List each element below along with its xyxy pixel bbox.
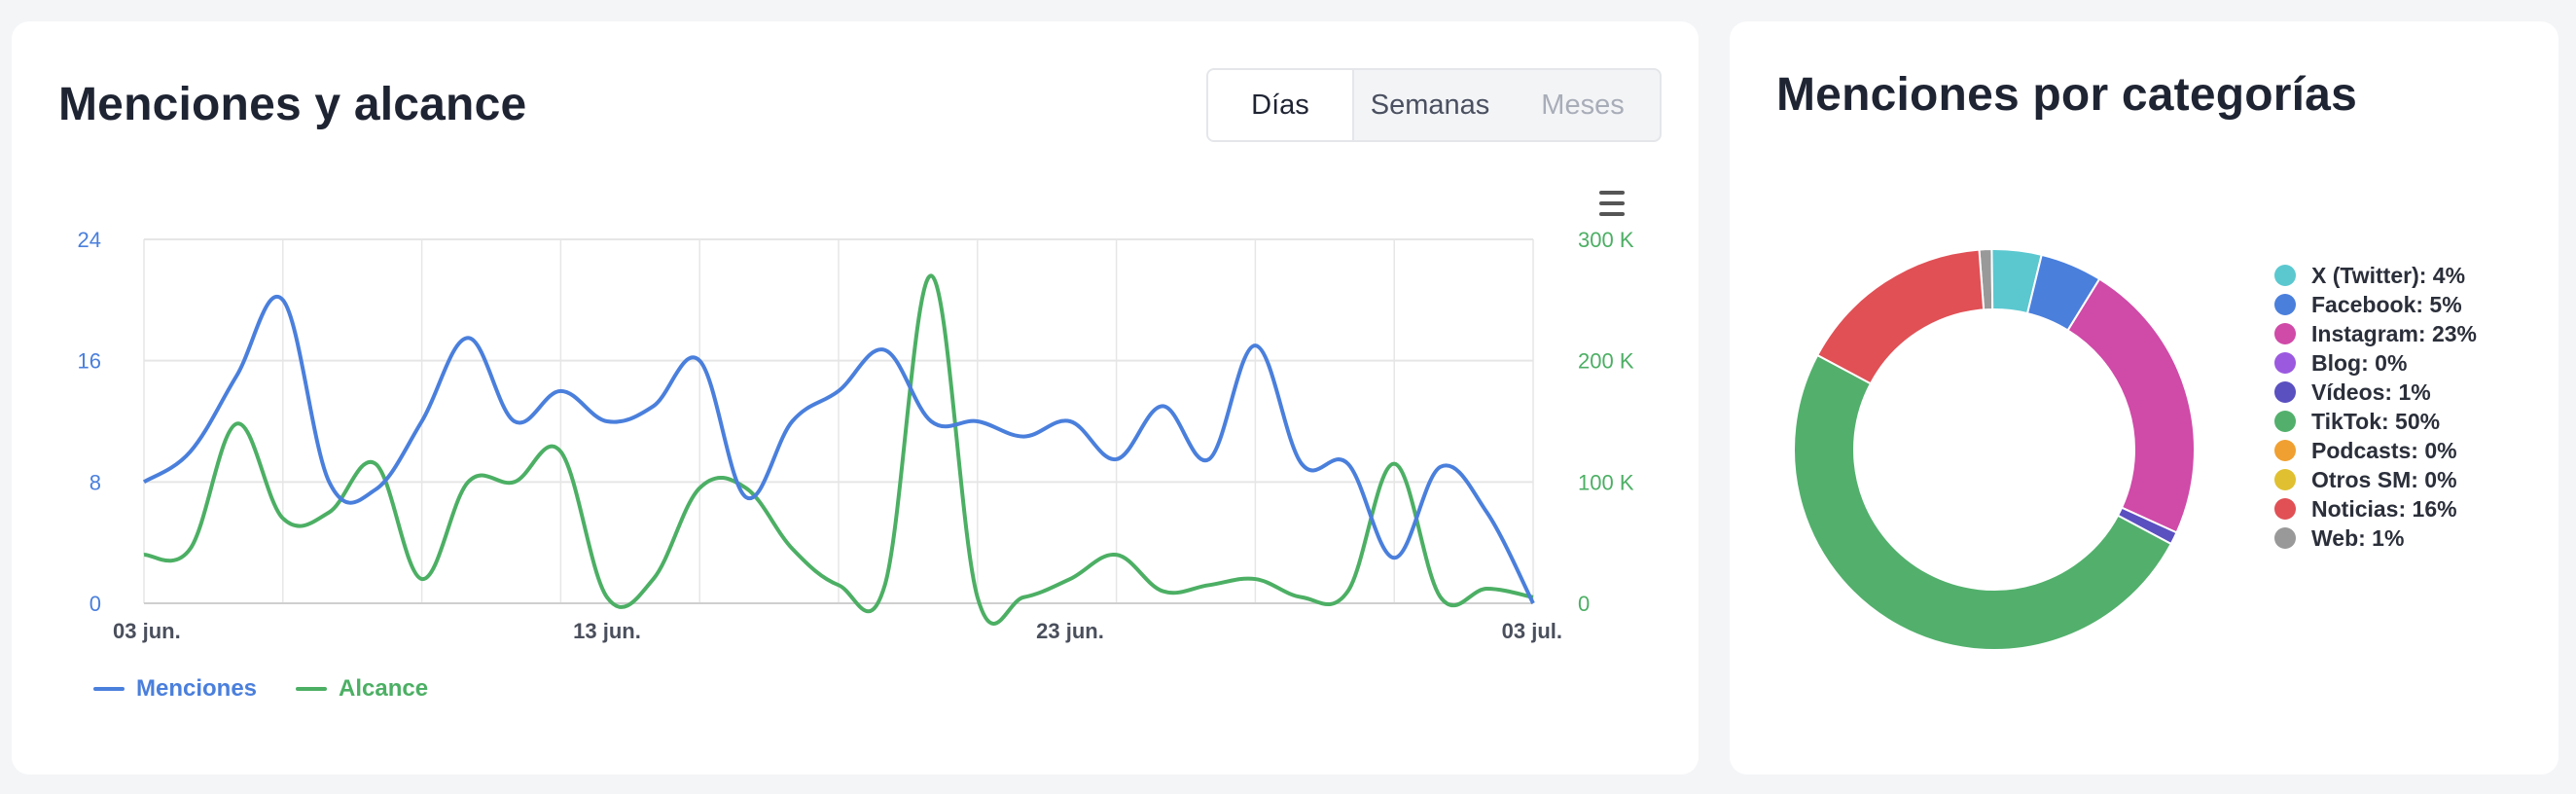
legend-dot xyxy=(2274,381,2296,403)
legend-label: Vídeos: 1% xyxy=(2311,379,2431,405)
legend-swatch-alcance xyxy=(296,687,328,691)
toggle-days-button[interactable]: Días xyxy=(1208,70,1354,140)
donut-legend-item[interactable]: X (Twitter): 4% xyxy=(2274,261,2477,290)
y-left-tick-label: 8 xyxy=(89,470,101,494)
donut-legend-item[interactable]: Facebook: 5% xyxy=(2274,290,2477,319)
legend-swatch-menciones xyxy=(93,687,125,691)
donut-legend-item[interactable]: Blog: 0% xyxy=(2274,348,2477,378)
legend-label: Noticias: 16% xyxy=(2311,495,2457,522)
y-left-tick-label: 16 xyxy=(78,349,101,374)
mentions-reach-line-chart: 0 8 16 24 0 100 K 200 K 300 K 03 jun. 13 jun. 23 j… xyxy=(78,228,1634,643)
donut-legend: X (Twitter): 4% Facebook: 5% Instagram: 23… xyxy=(2274,261,2477,553)
donut-legend-item[interactable]: Vídeos: 1% xyxy=(2274,378,2477,407)
donut-legend-item[interactable]: Otros SM: 0% xyxy=(2274,465,2477,494)
legend-dot xyxy=(2274,440,2296,461)
donut-slice-noticias[interactable] xyxy=(1815,248,1986,385)
y-left-tick-label: 24 xyxy=(78,228,101,252)
legend-label: Web: 1% xyxy=(2311,524,2405,551)
donut-legend-item[interactable]: Instagram: 23% xyxy=(2274,319,2477,348)
legend-label-alcance: Alcance xyxy=(339,675,429,702)
category-donut-chart xyxy=(1793,248,2196,651)
y-right-tick-label: 300 K xyxy=(1578,228,1634,252)
donut-legend-item[interactable]: Podcasts: 0% xyxy=(2274,436,2477,465)
legend-dot xyxy=(2274,469,2296,490)
legend-dot xyxy=(2274,352,2296,374)
legend-label: TikTok: 50% xyxy=(2311,408,2441,434)
legend-dot xyxy=(2274,411,2296,432)
legend-label-menciones: Menciones xyxy=(136,675,258,702)
donut-slice-instagram[interactable] xyxy=(2066,277,2196,534)
toggle-weeks-button[interactable]: Semanas xyxy=(1370,89,1490,121)
series-line-menciones[interactable] xyxy=(142,295,1535,604)
legend-label: Otros SM: 0% xyxy=(2311,466,2457,492)
legend-dot xyxy=(2274,323,2296,344)
legend-dot xyxy=(2274,265,2296,286)
y-right-tick-label: 100 K xyxy=(1578,470,1634,494)
x-tick-label: 23 jun. xyxy=(1036,619,1104,643)
y-right-tick-label: 0 xyxy=(1578,592,1590,616)
y-left-tick-label: 0 xyxy=(89,592,101,616)
y-right-tick-label: 200 K xyxy=(1578,349,1634,374)
period-toggle: Días Semanas Meses xyxy=(1206,68,1662,142)
x-tick-label: 03 jun. xyxy=(113,619,181,643)
mentions-reach-card: Menciones y alcance Días Semanas Meses 0… xyxy=(12,21,1699,775)
legend-dot xyxy=(2274,498,2296,520)
donut-slice-tiktok[interactable] xyxy=(1793,353,2173,651)
mentions-by-category-title: Menciones por categorías xyxy=(1776,69,2357,121)
line-chart-legend: Menciones Alcance xyxy=(93,675,428,703)
legend-label: Podcasts: 0% xyxy=(2311,437,2457,463)
x-tick-label: 13 jun. xyxy=(573,619,641,643)
legend-label: Instagram: 23% xyxy=(2311,320,2478,346)
legend-label: X (Twitter): 4% xyxy=(2311,262,2466,288)
series-line-alcance[interactable] xyxy=(143,273,1534,626)
legend-dot xyxy=(2274,294,2296,315)
x-tick-label: 03 jul. xyxy=(1502,619,1562,643)
donut-legend-item[interactable]: TikTok: 50% xyxy=(2274,407,2477,436)
legend-item-alcance[interactable]: Alcance xyxy=(296,675,428,703)
hamburger-menu-icon[interactable] xyxy=(1595,191,1634,222)
mentions-by-category-card: Menciones por categorías X (Twitter): 4%… xyxy=(1730,21,2558,775)
donut-legend-item[interactable]: Web: 1% xyxy=(2274,523,2477,553)
mentions-reach-title: Menciones y alcance xyxy=(58,79,527,130)
legend-label: Facebook: 5% xyxy=(2311,291,2462,317)
legend-label: Blog: 0% xyxy=(2311,349,2408,376)
legend-dot xyxy=(2274,527,2296,549)
legend-item-menciones[interactable]: Menciones xyxy=(93,675,257,703)
toggle-months-button[interactable]: Meses xyxy=(1541,89,1625,121)
donut-legend-item[interactable]: Noticias: 16% xyxy=(2274,494,2477,523)
